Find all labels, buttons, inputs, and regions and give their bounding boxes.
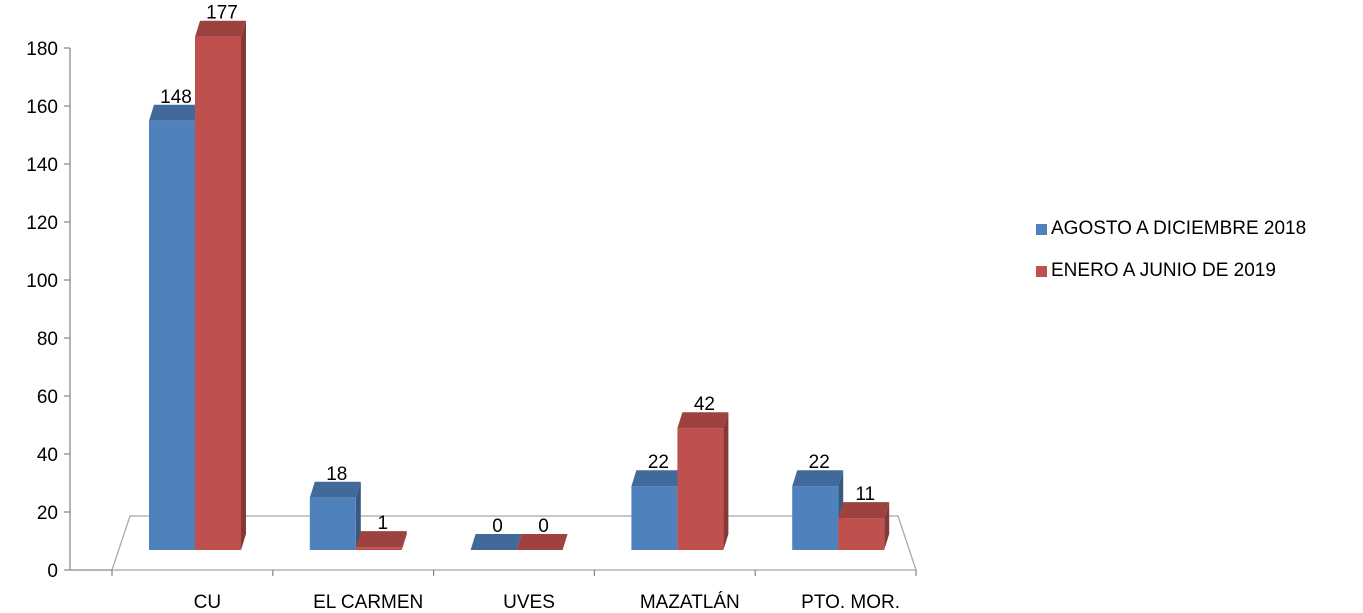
bar	[355, 547, 402, 550]
bar-side	[355, 481, 361, 550]
y-tick-label: 100	[26, 271, 58, 292]
data-label: 22	[809, 452, 830, 473]
y-tick-label: 140	[26, 155, 58, 176]
y-tick-label: 80	[37, 329, 58, 350]
bar	[195, 36, 241, 550]
data-label: 0	[492, 516, 503, 537]
legend-swatch-series-2	[1036, 265, 1047, 277]
data-label: 0	[538, 516, 549, 537]
legend-item-agosto-diciembre-2018: AGOSTO A DICIEMBRE 2018	[1036, 218, 1306, 240]
y-tick-label: 160	[26, 97, 58, 118]
bar	[309, 497, 356, 550]
legend-swatch-series-1	[1036, 223, 1047, 235]
data-label: 18	[326, 464, 347, 485]
x-tick-label: CU	[194, 592, 221, 613]
bar	[677, 428, 724, 550]
bar-top	[149, 104, 200, 121]
data-label: 177	[206, 3, 238, 24]
legend-label-series-1: AGOSTO A DICIEMBRE 2018	[1051, 218, 1307, 239]
bar-top	[792, 470, 844, 487]
bar	[631, 486, 678, 550]
y-tick-label: 40	[37, 445, 58, 466]
bar-top	[470, 534, 522, 550]
bar-top	[355, 531, 407, 548]
bar-side	[723, 412, 729, 550]
bar-side	[401, 531, 407, 550]
data-label: 42	[694, 394, 715, 415]
y-tick-label: 120	[26, 213, 58, 234]
legend-item-enero-junio-2019: ENERO A JUNIO DE 2019	[1036, 260, 1306, 282]
x-tick-label: EL CARMEN	[313, 592, 423, 613]
bar-top	[838, 502, 890, 519]
x-tick-label: PTO. MOR.	[801, 592, 900, 613]
legend: AGOSTO A DICIEMBRE 2018 ENERO A JUNIO DE…	[1036, 218, 1306, 302]
bar	[838, 518, 885, 550]
bar	[792, 486, 839, 550]
y-tick-label: 20	[37, 503, 58, 524]
bar-side	[241, 20, 246, 550]
bar	[149, 120, 195, 551]
bar-top	[516, 534, 568, 550]
x-tick-label: MAZATLÁN	[640, 592, 740, 613]
bar-side	[884, 502, 890, 550]
y-tick-label: 0	[47, 561, 58, 582]
y-tick-label: 180	[26, 39, 58, 60]
data-label: 148	[160, 87, 192, 108]
bar-top	[195, 20, 246, 37]
x-tick-label: UVES	[503, 592, 555, 613]
bar-top	[631, 470, 683, 487]
y-tick-label: 60	[37, 387, 58, 408]
data-label: 1	[378, 513, 389, 534]
data-label: 11	[855, 484, 875, 505]
data-label: 22	[648, 452, 669, 473]
legend-label-series-2: ENERO A JUNIO DE 2019	[1051, 260, 1276, 281]
bar-top	[309, 481, 361, 498]
floor-plane	[111, 515, 917, 571]
bar-top	[677, 412, 729, 429]
